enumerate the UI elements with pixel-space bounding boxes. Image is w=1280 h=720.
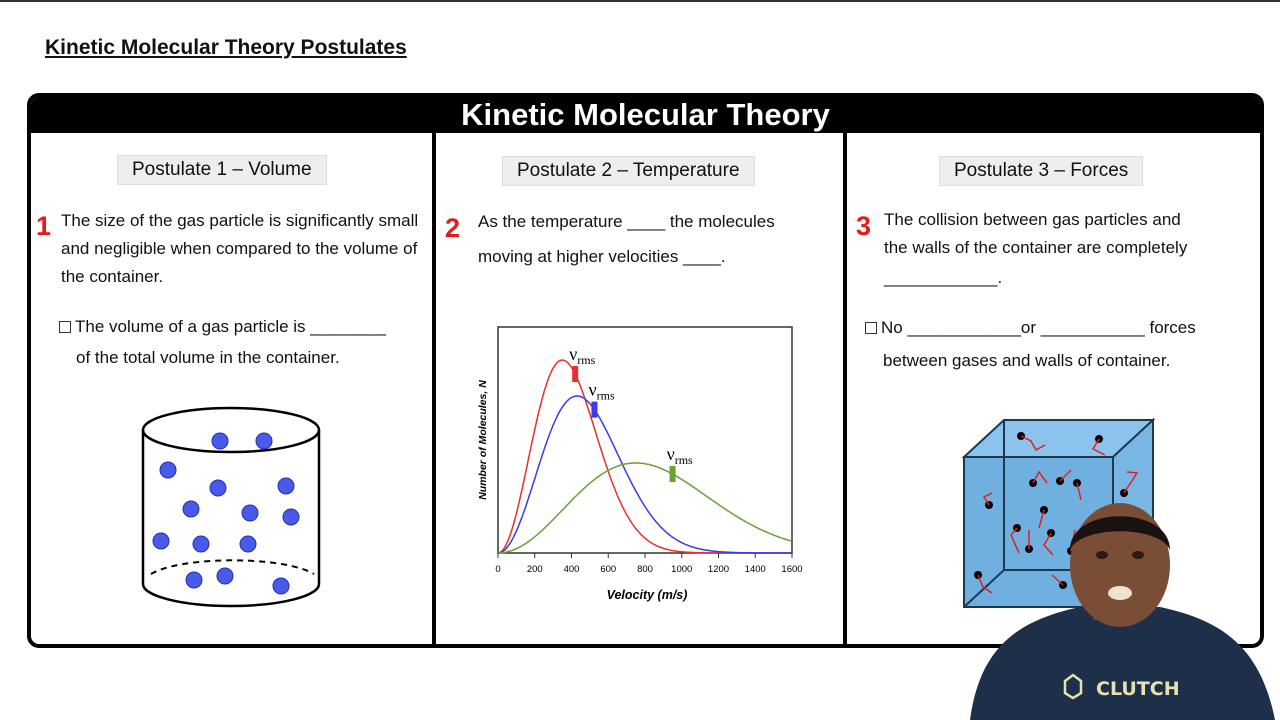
x-tick-label: 200 xyxy=(527,564,543,575)
postulate-3-number: 3 xyxy=(856,211,872,241)
checkbox[interactable] xyxy=(59,321,71,333)
x-tick-label: 400 xyxy=(564,564,580,575)
postulate-2-line1: As the temperature ____ the molecules xyxy=(478,212,775,231)
postulate-1-check: The volume of a gas particle is ________ xyxy=(59,313,386,341)
postulate-3-line1: The collision between gas particles and xyxy=(884,210,1181,229)
postulate-2-heading: Postulate 2 – Temperature xyxy=(502,156,755,186)
clutch-logo: CLUTCH xyxy=(1096,678,1180,700)
top-border xyxy=(0,0,1280,2)
y-axis-label: Number of Molecules, N xyxy=(477,380,489,500)
plot-area xyxy=(497,326,793,554)
check-text: No ____________or ___________ forces xyxy=(881,318,1196,337)
check-text: The volume of a gas particle is ________ xyxy=(75,317,386,336)
presenter-video: CLUTCH xyxy=(970,503,1275,720)
vrms-marker-2 xyxy=(591,401,598,418)
x-tick-label: 1600 xyxy=(781,564,802,575)
postulate-2-number: 2 xyxy=(445,213,461,243)
series-line-3 xyxy=(498,462,793,554)
slide-frame: Kinetic Molecular Theory Postulate 1 – V… xyxy=(27,93,1264,648)
postulate-3-check: No ____________or ___________ forces xyxy=(865,314,1196,342)
postulate-1-check-line2: of the total volume in the container. xyxy=(76,348,340,367)
cylinder-illustration xyxy=(141,406,321,608)
x-tick-label: 1000 xyxy=(671,564,692,575)
postulate-3-line2: the walls of the container are completel… xyxy=(884,238,1188,257)
banner-title: Kinetic Molecular Theory xyxy=(31,97,1260,133)
x-tick-label: 1200 xyxy=(708,564,729,575)
postulate-2-line2: moving at higher velocities ____. xyxy=(478,247,726,266)
series-line-2 xyxy=(497,395,792,554)
column-divider xyxy=(432,133,436,644)
checkbox[interactable] xyxy=(865,322,877,334)
postulate-1-text: The size of the gas particle is signific… xyxy=(61,211,419,286)
postulate-3-check-line2: between gases and walls of container. xyxy=(883,351,1171,370)
vrms-marker-1 xyxy=(572,366,579,383)
x-tick-label: 800 xyxy=(637,564,653,575)
x-tick-label: 0 xyxy=(495,564,500,575)
postulate-3-heading: Postulate 3 – Forces xyxy=(939,156,1144,186)
x-tick-label: 1400 xyxy=(745,564,766,575)
postulate-1-number: 1 xyxy=(36,211,52,241)
postulate-1-heading: Postulate 1 – Volume xyxy=(117,155,327,185)
x-axis-label: Velocity (m/s) xyxy=(607,588,688,602)
slide-title: Kinetic Molecular Theory Postulates xyxy=(45,36,407,59)
x-tick-label: 600 xyxy=(600,564,616,575)
column-divider xyxy=(843,133,847,644)
vrms-marker-3 xyxy=(669,466,676,483)
postulate-3-line3: ____________. xyxy=(884,268,1003,287)
